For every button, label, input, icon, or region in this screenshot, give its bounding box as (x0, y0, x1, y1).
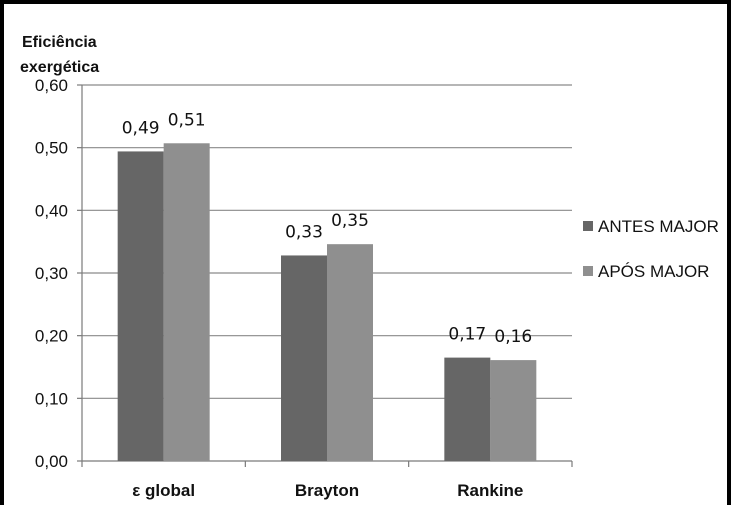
y-tick-label: 0,00 (35, 452, 68, 471)
bar-antes (117, 151, 164, 461)
legend: ANTES MAJOR APÓS MAJOR (583, 217, 719, 281)
y-axis-title-line-2: exergética (20, 59, 99, 76)
y-axis-title-line-1: Eficiência (22, 34, 97, 51)
x-category-label: Rankine (457, 481, 523, 500)
data-label: 0,17 (448, 325, 486, 345)
legend-swatch (583, 221, 593, 231)
y-tick-label: 0,50 (35, 139, 68, 158)
y-tick-label: 0,30 (35, 264, 68, 283)
y-axis-ticks: 0,00 0,10 0,20 0,30 0,40 0,50 0,60 (35, 76, 68, 471)
x-category-label: ε global (132, 481, 195, 500)
bar-antes (281, 255, 327, 461)
bars (117, 143, 537, 461)
bar-apos (490, 360, 537, 461)
legend-swatch (583, 266, 593, 276)
y-tick-label: 0,60 (35, 76, 68, 95)
data-label: 0,49 (122, 118, 160, 138)
legend-label: ANTES MAJOR (598, 217, 719, 236)
bar-antes (444, 357, 491, 461)
data-label: 0,35 (331, 211, 369, 231)
data-label: 0,33 (285, 222, 323, 242)
bar-apos (327, 244, 373, 461)
x-category-label: Brayton (295, 481, 359, 500)
y-tick-label: 0,20 (35, 327, 68, 346)
data-label: 0,16 (494, 327, 532, 347)
y-tick-label: 0,10 (35, 389, 68, 408)
legend-label: APÓS MAJOR (598, 262, 709, 281)
data-label: 0,51 (168, 110, 206, 130)
bar-apos (163, 143, 210, 461)
x-axis-categories: ε global Brayton Rankine (132, 481, 523, 500)
data-labels: 0,49 0,51 0,33 0,35 0,17 0,16 (122, 110, 533, 347)
y-tick-label: 0,40 (35, 201, 68, 220)
